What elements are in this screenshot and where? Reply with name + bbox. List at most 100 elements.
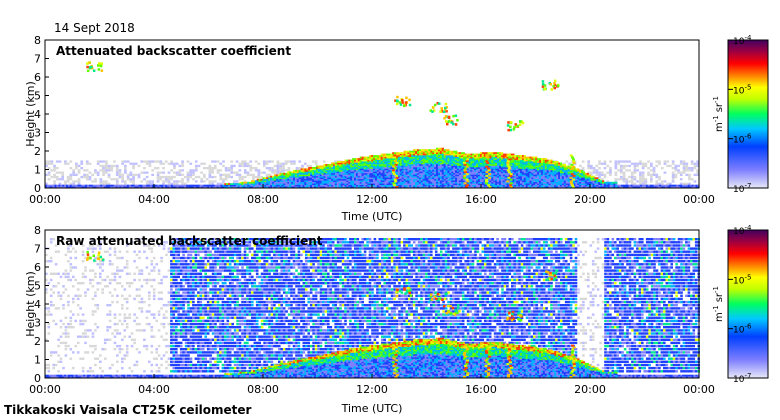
heatmap-cell <box>443 153 446 156</box>
heatmap-cell <box>77 184 80 187</box>
heatmap-cell <box>338 177 341 180</box>
heatmap-cell <box>308 174 311 177</box>
heatmap-cell <box>153 184 156 187</box>
heatmap-cell <box>334 168 338 171</box>
heatmap-cell <box>216 160 220 163</box>
heatmap-cell <box>354 165 357 168</box>
heatmap-cell <box>373 175 376 178</box>
heatmap-cell <box>432 177 435 180</box>
heatmap-cell <box>418 159 422 162</box>
heatmap-cell <box>453 165 456 168</box>
heatmap-cell <box>354 177 357 180</box>
heatmap-cell <box>409 152 412 154</box>
heatmap-cell <box>606 164 610 168</box>
heatmap-cell <box>373 172 376 175</box>
heatmap-cell <box>428 162 431 165</box>
heatmap-cell <box>587 171 590 174</box>
heatmap-cell <box>319 174 322 177</box>
heatmap-cell <box>382 175 385 178</box>
heatmap-cell <box>365 167 368 169</box>
heatmap-cell <box>354 175 357 178</box>
heatmap-cell <box>336 168 339 171</box>
heatmap-cell <box>460 167 463 169</box>
heatmap-cell <box>352 175 355 178</box>
heatmap-cell <box>458 158 462 160</box>
heatmap-cell <box>342 183 345 185</box>
heatmap-cell <box>155 186 158 188</box>
heatmap-cell <box>300 184 303 187</box>
heatmap-cell <box>422 181 425 184</box>
heatmap-cell <box>663 171 667 174</box>
heatmap-cell <box>273 174 277 177</box>
heatmap-cell <box>129 180 133 183</box>
heatmap-cell <box>263 171 266 174</box>
heatmap-cell <box>260 178 263 181</box>
heatmap-cell <box>378 169 381 172</box>
heatmap-cell <box>342 174 345 177</box>
heatmap-cell <box>453 174 456 177</box>
heatmap-cell <box>85 169 89 172</box>
heatmap-cell <box>399 183 402 185</box>
heatmap-cell <box>392 159 395 162</box>
heatmap-cell <box>359 180 362 183</box>
heatmap-cell <box>397 183 401 185</box>
heatmap-cell <box>388 171 391 174</box>
heatmap-cell <box>685 164 689 168</box>
heatmap-cell <box>468 174 471 177</box>
heatmap-cell <box>420 149 423 151</box>
heatmap-cell <box>397 158 401 160</box>
heatmap-cell <box>441 156 444 159</box>
heatmap-cell <box>439 178 443 181</box>
heatmap-cell <box>403 186 406 188</box>
heatmap-cell <box>441 153 444 156</box>
heatmap-cell <box>300 181 303 184</box>
heatmap-cell <box>310 180 313 183</box>
heatmap-cell <box>375 175 378 178</box>
heatmap-cell <box>413 186 416 188</box>
heatmap-cell <box>354 161 357 163</box>
heatmap-cell <box>331 162 334 165</box>
heatmap-cell <box>115 173 119 176</box>
heatmap-cell <box>378 186 381 188</box>
heatmap-cell <box>58 160 62 163</box>
heatmap-cell <box>453 177 456 180</box>
heatmap-cell <box>373 162 376 165</box>
heatmap-cell <box>73 186 76 188</box>
heatmap-cell <box>380 155 383 157</box>
heatmap-cell <box>466 181 469 184</box>
heatmap-cell <box>413 172 416 175</box>
heatmap-cell <box>315 186 319 188</box>
heatmap-cell <box>293 177 296 180</box>
heatmap-cell <box>285 184 288 187</box>
heatmap-cell <box>314 174 317 177</box>
heatmap-cell <box>426 158 429 160</box>
heatmap-cell <box>155 184 158 187</box>
heatmap-cell <box>361 184 364 187</box>
heatmap-cell <box>222 186 225 188</box>
heatmap-cell <box>340 169 343 172</box>
heatmap-cell <box>338 183 341 185</box>
heatmap-cell <box>451 165 454 168</box>
heatmap-cell <box>447 159 450 162</box>
heatmap-cell <box>132 180 135 183</box>
heatmap-cell <box>663 180 667 183</box>
heatmap-cell <box>300 175 303 178</box>
heatmap-cell <box>434 162 437 165</box>
heatmap-cell <box>243 181 246 184</box>
heatmap-cell <box>262 177 265 180</box>
heatmap-cell <box>90 184 93 187</box>
heatmap-cell <box>443 174 446 177</box>
heatmap-cell <box>397 153 401 156</box>
heatmap-cell <box>293 184 296 187</box>
heatmap-cell <box>401 174 404 177</box>
heatmap-cell <box>266 181 269 184</box>
heatmap-cell <box>655 182 659 185</box>
heatmap-cell <box>405 155 408 157</box>
heatmap-cell <box>401 153 404 156</box>
heatmap-cell <box>539 158 542 160</box>
heatmap-cell <box>660 167 664 170</box>
heatmap-cell <box>315 171 319 174</box>
heatmap-cell <box>407 162 410 165</box>
heatmap-cell <box>403 153 406 156</box>
heatmap-cell <box>367 159 370 162</box>
